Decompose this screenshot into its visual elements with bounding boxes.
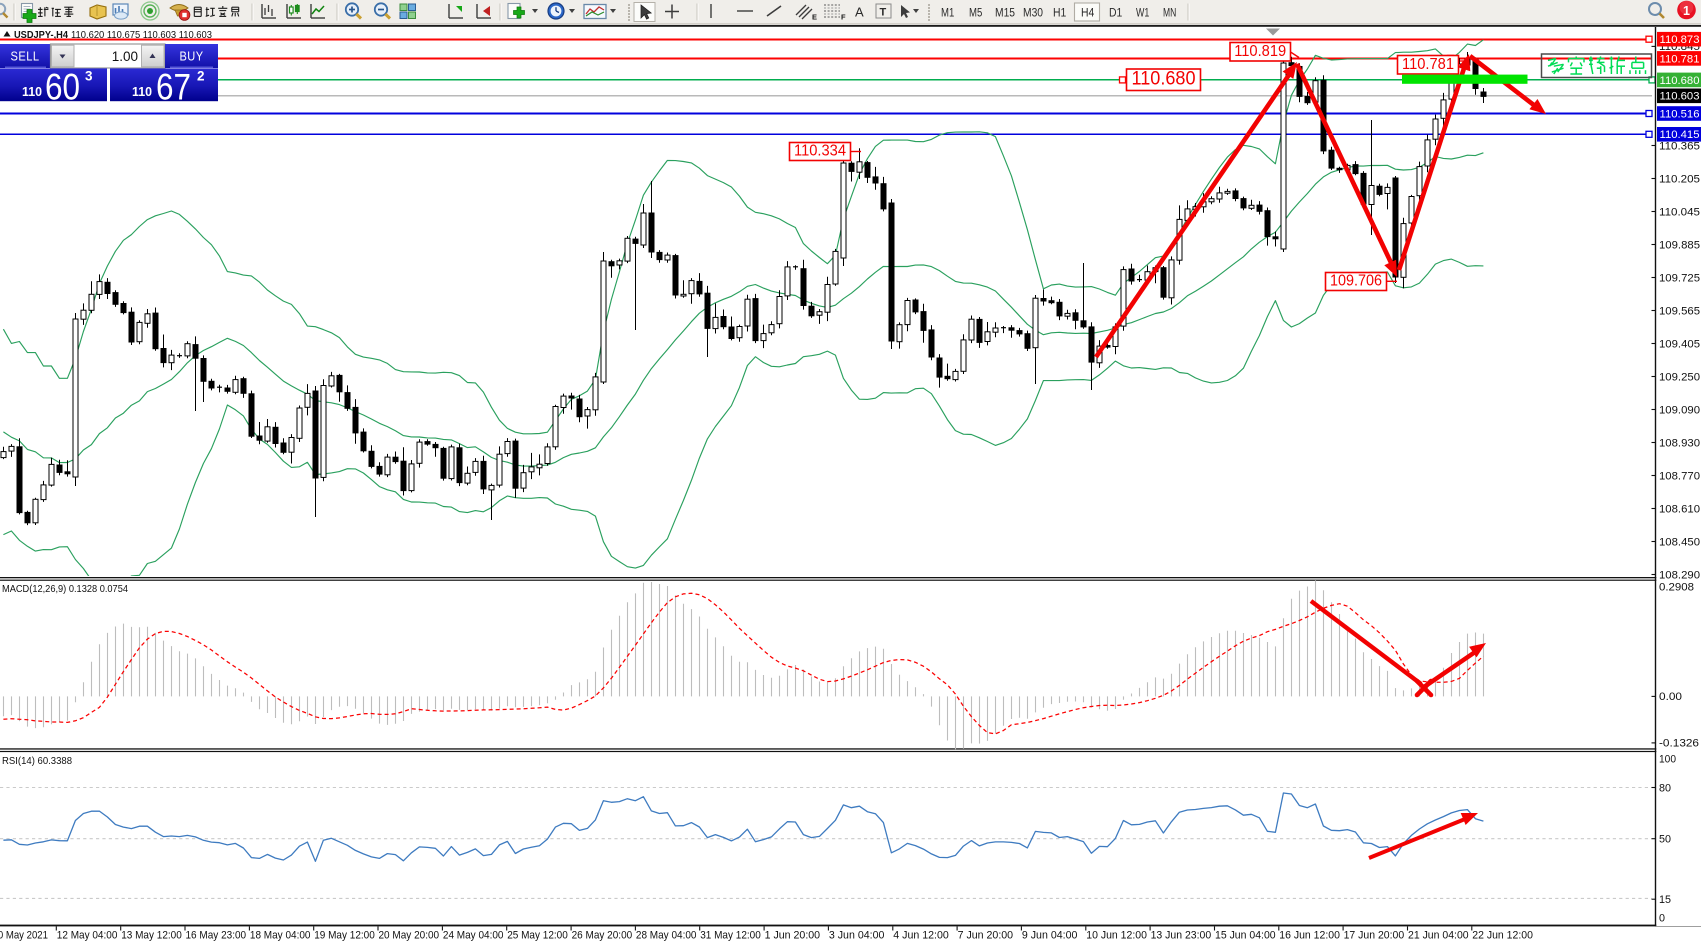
svg-text:BUY: BUY bbox=[180, 50, 204, 64]
svg-text:110.516: 110.516 bbox=[1660, 108, 1700, 120]
svg-text:D1: D1 bbox=[1109, 8, 1122, 20]
svg-text:13 Jun 23:00: 13 Jun 23:00 bbox=[1151, 930, 1212, 941]
svg-text:W1: W1 bbox=[1136, 8, 1149, 20]
svg-text:0.00: 0.00 bbox=[1659, 691, 1682, 703]
svg-text:108.770: 108.770 bbox=[1659, 470, 1700, 482]
svg-text:110.415: 110.415 bbox=[1660, 129, 1700, 141]
svg-text:109.565: 109.565 bbox=[1659, 305, 1700, 317]
svg-text:108.450: 108.450 bbox=[1659, 536, 1700, 548]
svg-text:109.885: 109.885 bbox=[1659, 239, 1700, 251]
svg-text:109.725: 109.725 bbox=[1659, 272, 1700, 284]
svg-text:26 May 20:00: 26 May 20:00 bbox=[572, 930, 633, 941]
svg-text:109.405: 109.405 bbox=[1659, 338, 1700, 350]
svg-text:4 Jun 12:00: 4 Jun 12:00 bbox=[893, 930, 949, 941]
svg-text:M5: M5 bbox=[969, 8, 982, 20]
svg-text:19 May 12:00: 19 May 12:00 bbox=[314, 930, 375, 941]
svg-text:108.930: 108.930 bbox=[1659, 437, 1700, 449]
svg-text:MN: MN bbox=[1163, 8, 1176, 20]
svg-text:7 Jun 20:00: 7 Jun 20:00 bbox=[958, 930, 1014, 941]
svg-text:RSI(14) 60.3388: RSI(14) 60.3388 bbox=[2, 756, 72, 767]
svg-text:100: 100 bbox=[1659, 753, 1676, 765]
svg-text:24 May 04:00: 24 May 04:00 bbox=[443, 930, 504, 941]
svg-text:16 Jun 12:00: 16 Jun 12:00 bbox=[1279, 930, 1340, 941]
svg-text:22 Jun 12:00: 22 Jun 12:00 bbox=[1472, 930, 1533, 941]
svg-text:108.610: 108.610 bbox=[1659, 503, 1700, 515]
svg-text:28 May 04:00: 28 May 04:00 bbox=[636, 930, 697, 941]
svg-text:13 May 12:00: 13 May 12:00 bbox=[121, 930, 182, 941]
svg-text:1: 1 bbox=[1683, 4, 1690, 18]
svg-text:H1: H1 bbox=[1053, 8, 1066, 20]
svg-text:110.603: 110.603 bbox=[1660, 91, 1700, 103]
svg-text:110.365: 110.365 bbox=[1659, 140, 1700, 152]
svg-text:1.00: 1.00 bbox=[112, 49, 138, 64]
svg-text:3 Jun 04:00: 3 Jun 04:00 bbox=[829, 930, 885, 941]
svg-text:USDJPY-,H4: USDJPY-,H4 bbox=[14, 29, 68, 41]
svg-text:9 Jun 04:00: 9 Jun 04:00 bbox=[1022, 930, 1078, 941]
svg-text:15 Jun 04:00: 15 Jun 04:00 bbox=[1215, 930, 1276, 941]
svg-text:0.2908: 0.2908 bbox=[1659, 582, 1694, 594]
svg-text:50: 50 bbox=[1659, 834, 1671, 846]
svg-text:110: 110 bbox=[22, 84, 42, 99]
svg-text:110.334: 110.334 bbox=[794, 143, 846, 160]
svg-text:12 May 04:00: 12 May 04:00 bbox=[57, 930, 118, 941]
svg-text:31 May 12:00: 31 May 12:00 bbox=[700, 930, 761, 941]
svg-text:MACD(12,26,9) 0.1328 0.0754: MACD(12,26,9) 0.1328 0.0754 bbox=[2, 584, 128, 595]
svg-text:110.819: 110.819 bbox=[1234, 43, 1286, 60]
svg-text:15: 15 bbox=[1659, 894, 1671, 906]
svg-text:10 Jun 12:00: 10 Jun 12:00 bbox=[1086, 930, 1147, 941]
svg-text:110: 110 bbox=[132, 84, 152, 99]
svg-text:110.680: 110.680 bbox=[1660, 75, 1700, 87]
svg-text:-0.1326: -0.1326 bbox=[1659, 738, 1699, 750]
svg-text:110.045: 110.045 bbox=[1659, 206, 1700, 218]
svg-text:108.290: 108.290 bbox=[1659, 569, 1700, 581]
svg-text:SELL: SELL bbox=[11, 50, 40, 64]
svg-text:110.205: 110.205 bbox=[1659, 173, 1700, 185]
svg-text:0: 0 bbox=[1659, 913, 1665, 925]
svg-text:25 May 12:00: 25 May 12:00 bbox=[507, 930, 568, 941]
svg-text:F: F bbox=[841, 13, 846, 22]
svg-text:16 May 23:00: 16 May 23:00 bbox=[186, 930, 247, 941]
svg-text:20 May 20:00: 20 May 20:00 bbox=[379, 930, 440, 941]
svg-text:T: T bbox=[880, 7, 887, 19]
svg-text:21 Jun 04:00: 21 Jun 04:00 bbox=[1408, 930, 1469, 941]
svg-text:M15: M15 bbox=[995, 8, 1015, 20]
svg-text:H4: H4 bbox=[1081, 8, 1095, 20]
svg-text:110.873: 110.873 bbox=[1660, 34, 1700, 46]
svg-text:110.620 110.675 110.603 110.60: 110.620 110.675 110.603 110.603 bbox=[71, 29, 212, 41]
svg-text:109.706: 109.706 bbox=[1330, 273, 1382, 290]
svg-text:1 Jun 20:00: 1 Jun 20:00 bbox=[765, 930, 821, 941]
svg-text:67: 67 bbox=[156, 67, 191, 108]
svg-text:17 Jun 20:00: 17 Jun 20:00 bbox=[1344, 930, 1405, 941]
svg-text:109.250: 109.250 bbox=[1659, 371, 1700, 383]
svg-text:10 May 2021: 10 May 2021 bbox=[0, 930, 48, 941]
svg-text:109.090: 109.090 bbox=[1659, 404, 1700, 416]
svg-text:110.781: 110.781 bbox=[1402, 56, 1454, 73]
svg-text:110.781: 110.781 bbox=[1660, 53, 1700, 65]
svg-text:A: A bbox=[855, 5, 864, 20]
svg-text:3: 3 bbox=[85, 69, 93, 84]
svg-text:E: E bbox=[812, 13, 817, 22]
svg-text:60: 60 bbox=[45, 67, 80, 108]
svg-text:110.680: 110.680 bbox=[1132, 68, 1196, 90]
svg-text:M1: M1 bbox=[941, 8, 954, 20]
svg-text:80: 80 bbox=[1659, 782, 1671, 794]
svg-text:M30: M30 bbox=[1023, 8, 1043, 20]
svg-text:2: 2 bbox=[197, 69, 205, 84]
svg-text:18 May 04:00: 18 May 04:00 bbox=[250, 930, 311, 941]
